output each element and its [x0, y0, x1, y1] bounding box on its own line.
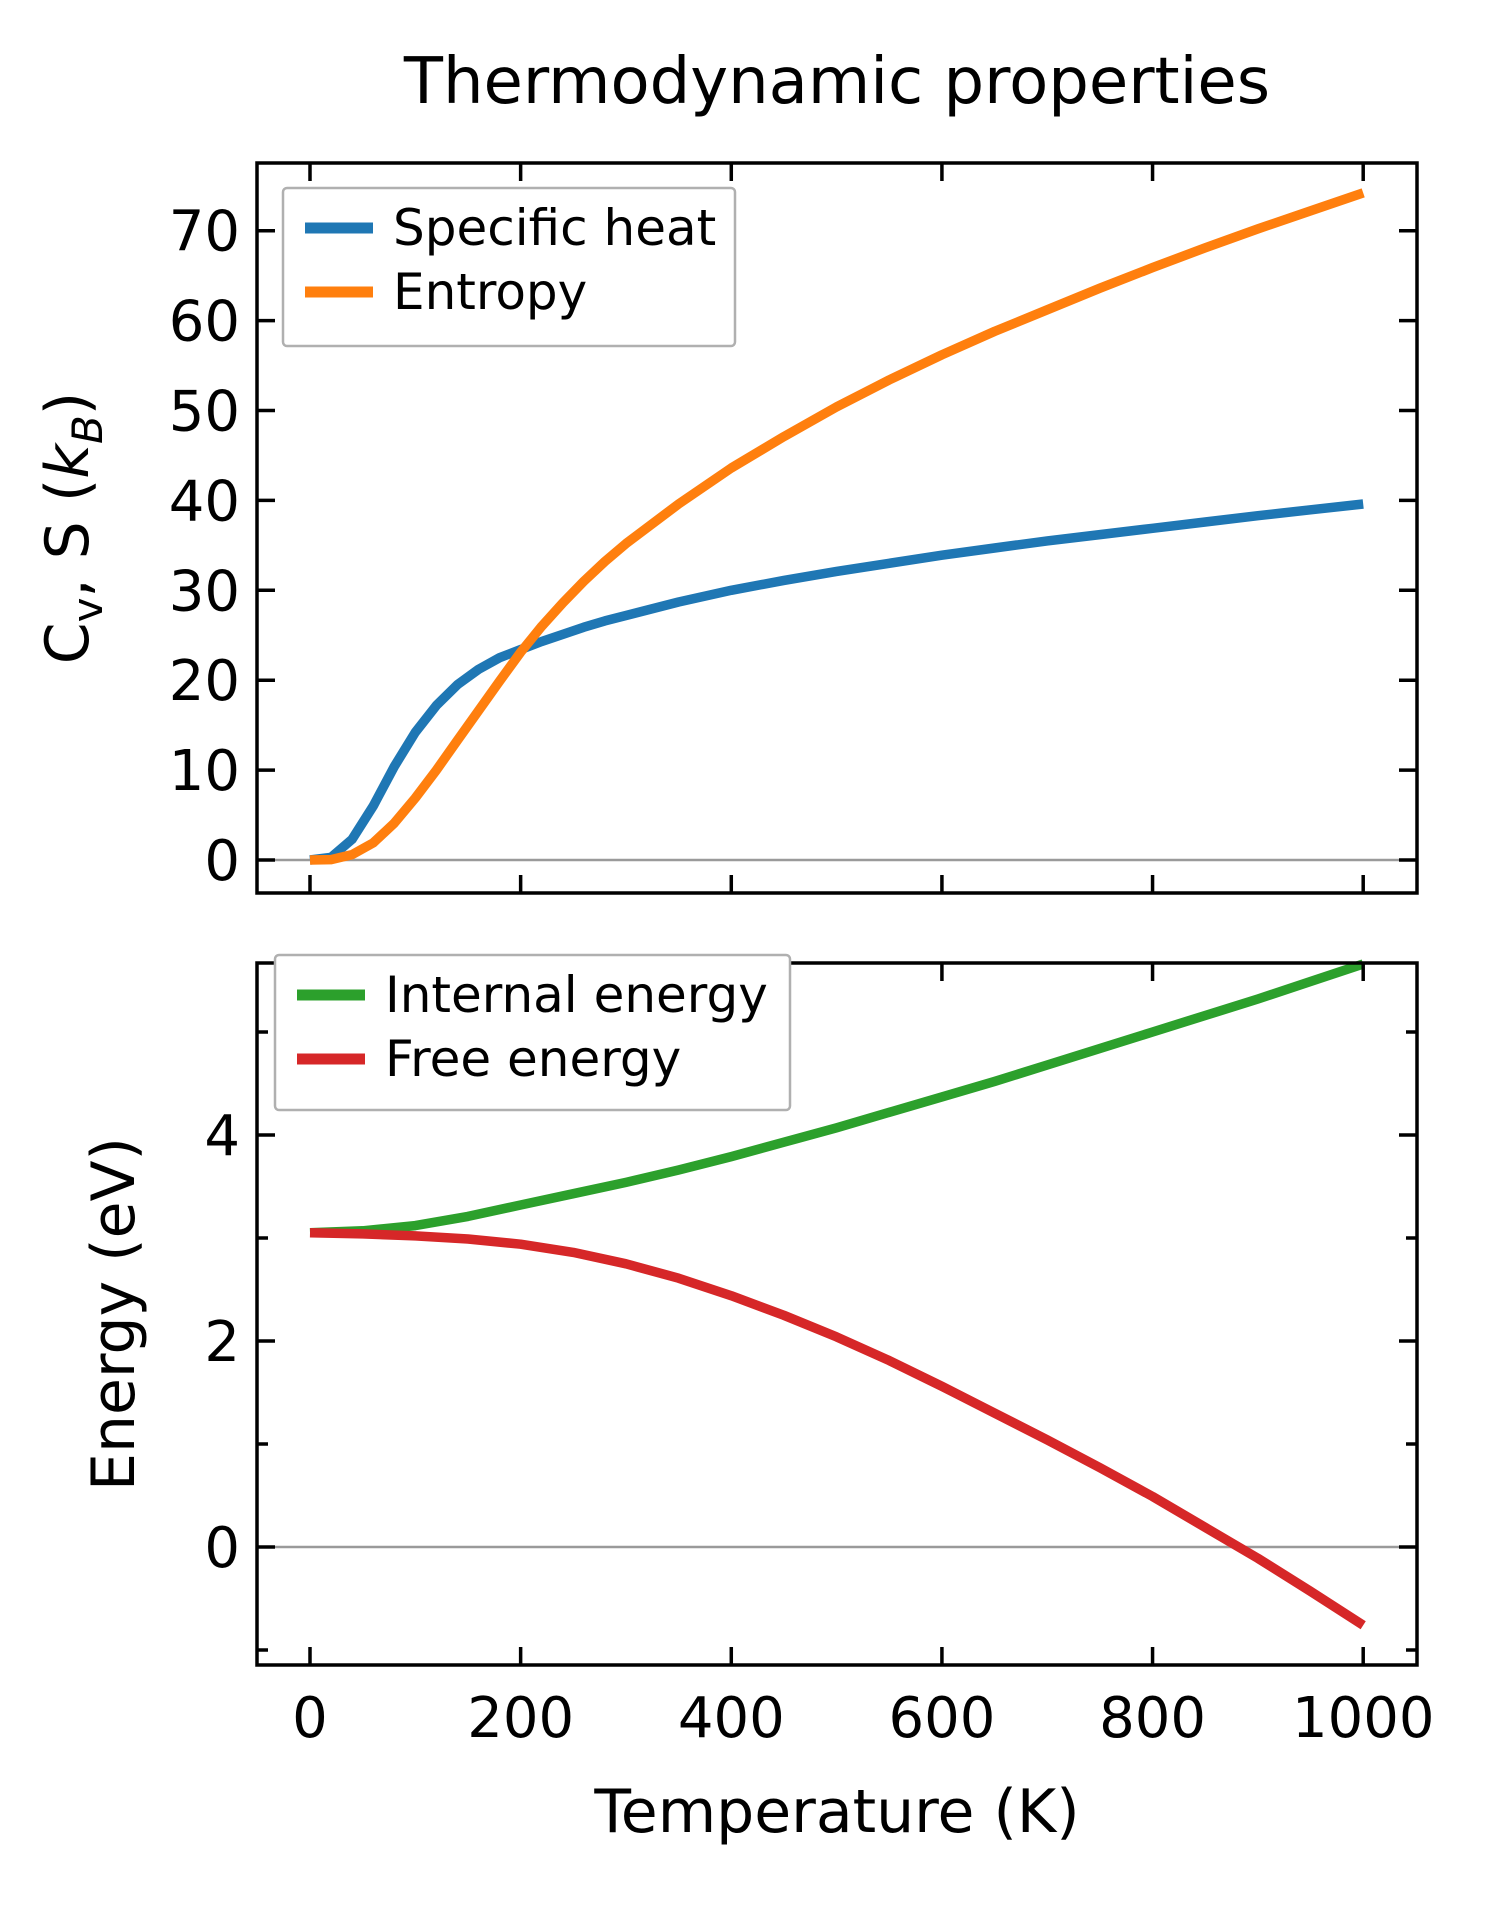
legend-frame: [273, 953, 792, 1112]
axes-spines: [255, 961, 1419, 1667]
x-tick-label: 1000: [1292, 1686, 1435, 1751]
x-tick-label: 600: [888, 1686, 995, 1751]
axes-bottom-energy: 0 200 400 600 800 1000 0 2 4 Energy (eV) Internal …: [79, 953, 1435, 1751]
curve-internal-energy: [309, 959, 1365, 1238]
y-tick-label: 30: [169, 559, 240, 624]
y-tick-label: 60: [169, 290, 240, 355]
legend-label: Internal energy: [385, 966, 768, 1024]
legend: Specific heat Entropy: [281, 186, 737, 348]
y-tick-label: 20: [169, 649, 240, 714]
legend: Internal energy Free energy: [273, 953, 792, 1112]
y-tick-label: 40: [169, 469, 240, 534]
x-tick-label: 400: [678, 1686, 785, 1751]
x-axis-label: Temperature (K): [593, 1777, 1079, 1847]
axes-spines: [255, 161, 1419, 895]
y-tick-label: 0: [204, 1516, 240, 1581]
curve-free-energy: [309, 1228, 1366, 1630]
y-tick-label: 50: [169, 380, 240, 445]
legend-frame: [281, 186, 737, 348]
curve-entropy: [309, 188, 1365, 865]
y-tick-label: 0: [204, 829, 240, 894]
legend-label: Entropy: [393, 263, 587, 321]
legend-label: Free energy: [385, 1030, 681, 1088]
y-tick-label: 70: [169, 200, 240, 265]
x-tick-label: 0: [292, 1686, 328, 1751]
y-axis-label: Cv, S (kB): [33, 392, 112, 664]
axes-top-cv-entropy: 0 10 20 30 40 50 60 70 Cv, S (kB) Specific heat En…: [33, 161, 1419, 895]
x-tick-label: 800: [1099, 1686, 1206, 1751]
x-tick-label: 200: [467, 1686, 574, 1751]
y-tick-label: 10: [169, 739, 240, 804]
y-tick-label: 4: [204, 1104, 240, 1169]
chart-title: Thermodynamic properties: [403, 45, 1270, 119]
legend-label: Specific heat: [393, 199, 716, 257]
y-axis-label: Energy (eV): [79, 1137, 149, 1491]
curve-specific-heat: [309, 499, 1364, 865]
y-tick-label: 2: [204, 1310, 240, 1375]
